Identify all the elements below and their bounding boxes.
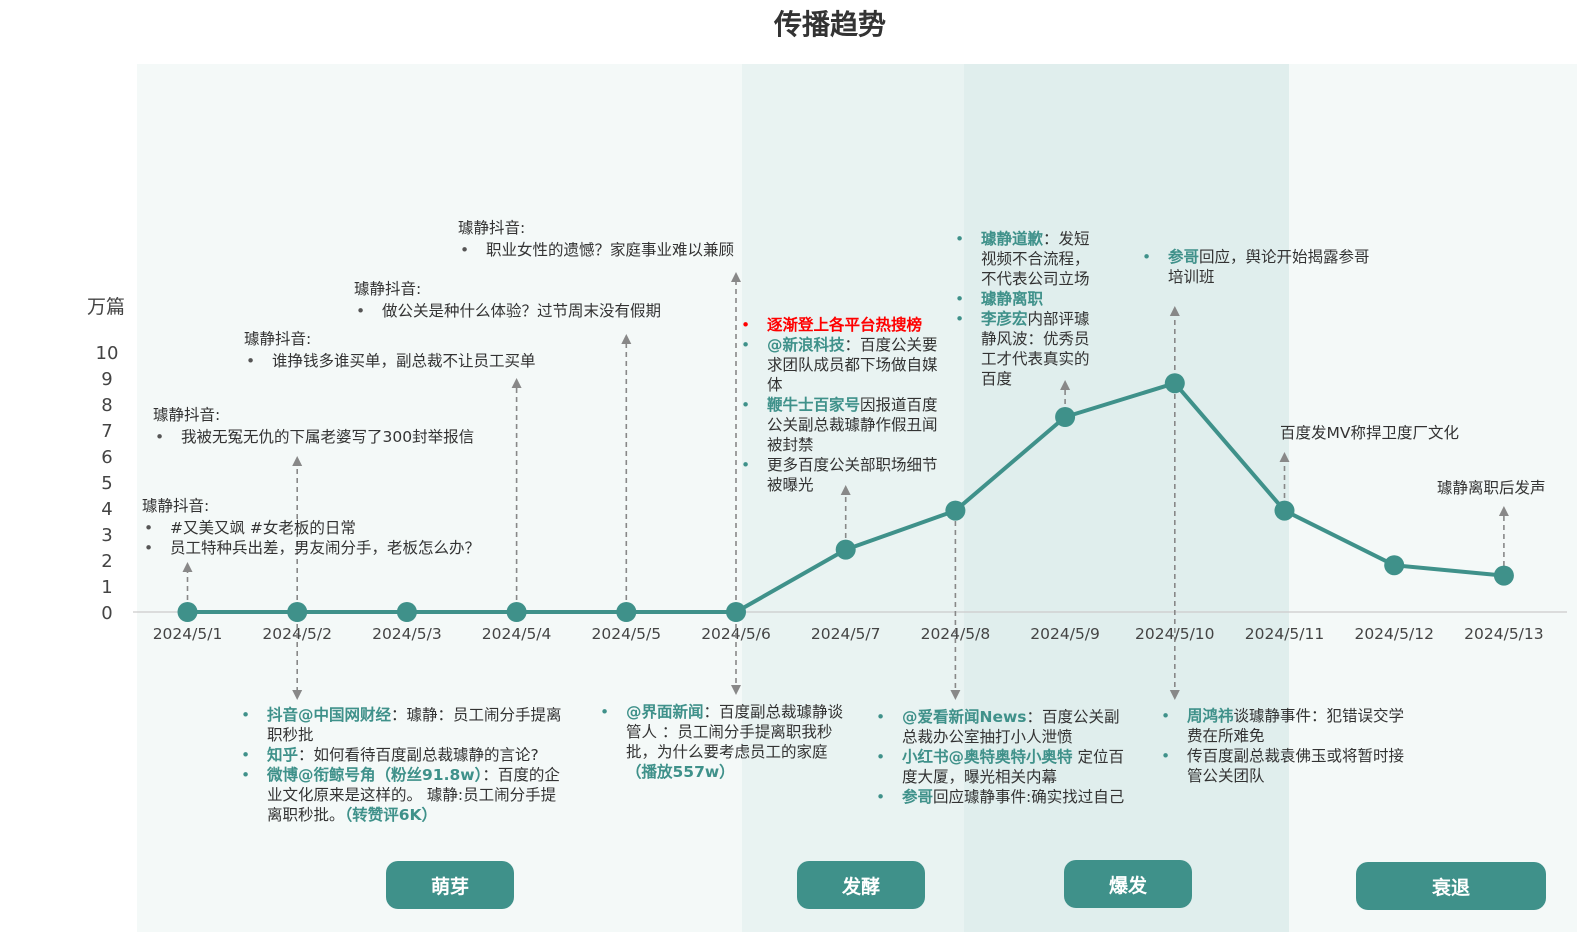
y-tick-label: 8 [101,395,112,416]
annotation-below-5-2: 抖音@中国网财经：璩静：员工闹分手提离职秒批 知乎：如何看待百度副总裁璩静的言论… [239,705,569,825]
annotation-arrow-head [1169,306,1180,316]
data-point [945,500,966,521]
y-tick-label: 10 [96,343,119,364]
y-tick-label: 7 [101,421,112,442]
annotation-item: 更多百度公关部职场细节被曝光 [739,455,939,495]
annotation-item: 我被无冤无仇的下属老婆写了300封举报信 [153,427,533,447]
annotation-item: 鞭牛士百家号因报道百度公关副总裁璩静作假丑闻被封禁 [739,395,939,455]
annotation-item: 知乎：如何看待百度副总裁璩静的言论? [239,745,569,765]
y-tick-label: 6 [101,447,112,468]
annotation-arrow-head [182,562,193,572]
data-point [396,602,417,622]
x-tick-label: 2024/5/10 [1135,625,1214,643]
annotation-5-5: 璩静抖音: 做公关是种什么体验？过节周末没有假期 [354,279,734,321]
stage-band-decline [1289,64,1577,932]
annotation-item: @界面新闻：百度副总裁璩静谈管人 ：员工闹分手提离职我秒批，为什么要考虑员工的家… [598,702,850,782]
x-tick-label: 2024/5/13 [1464,625,1543,643]
annotation-item: 做公关是种什么体验？过节周末没有假期 [354,301,734,321]
y-tick-label: 4 [101,499,112,520]
annotation-arrow-head [621,334,632,344]
annotation-arrow-head [292,456,303,466]
annotation-item: 周鸿祎谈璩静事件：犯错误交学费在所难免 [1159,706,1409,746]
data-point [287,602,308,622]
annotation-arrow-head [731,272,741,282]
chart-title: 传播趋势 [773,8,886,41]
annotation-5-4: 璩静抖音: 谁挣钱多谁买单，副总裁不让员工买单 [244,329,624,371]
annotation-item: #又美又飒 #女老板的日常 [142,518,522,538]
y-tick-label: 5 [101,473,112,494]
annotation-below-5-6: @界面新闻：百度副总裁璩静谈管人 ：员工闹分手提离职我秒批，为什么要考虑员工的家… [598,702,850,782]
data-point [1274,500,1295,521]
annotation-arrow-head [731,685,741,695]
stage-button-ferment[interactable]: 发酵 [797,861,925,909]
stage-button-sprout[interactable]: 萌芽 [386,861,514,909]
x-tick-label: 2024/5/11 [1245,625,1324,643]
annotation-item: 璩静道歉：发短视频不合流程，不代表公司立场 [953,229,1103,289]
annotation-item: 抖音@中国网财经：璩静：员工闹分手提离职秒批 [239,705,569,745]
y-tick-label: 1 [101,577,112,598]
data-points [177,373,1514,622]
annotation-header: 璩静抖音: [142,497,210,515]
x-tick-label: 2024/5/5 [591,625,661,643]
annotation-arrow-head [292,690,303,700]
annotation-below-5-10: 周鸿祎谈璩静事件：犯错误交学费在所难免 传百度副总裁袁佛玉或将暂时接管公关团队 [1159,706,1409,786]
annotation-arrow-head [950,690,961,700]
annotation-5-9: 璩静道歉：发短视频不合流程，不代表公司立场 璩静离职 李彦宏内部评璩静风波：优秀… [953,229,1103,389]
annotation-arrows [182,272,1509,700]
annotation-item: 小红书@奥特奥特小奥特 定位百度大厦，曝光相关内幕 [874,747,1128,787]
annotation-item: 传百度副总裁袁佛玉或将暂时接管公关团队 [1159,746,1409,786]
annotation-5-13: 璩静离职后发声 [1437,479,1546,497]
x-tick-label: 2024/5/4 [482,625,552,643]
annotation-arrow-head [511,378,522,388]
y-axis-unit: 万篇 [87,296,125,318]
annotation-item: 谁挣钱多谁买单，副总裁不让员工买单 [244,351,624,371]
x-tick-label: 2024/5/9 [1030,625,1100,643]
annotation-header: 璩静抖音: [458,219,526,237]
annotation-item: 参哥回应璩静事件:确实找过自己 [874,787,1128,807]
x-tick-label: 2024/5/1 [153,625,223,643]
annotation-header: 璩静抖音: [244,330,312,348]
data-point [726,602,746,622]
data-point [506,602,527,622]
data-point [1055,407,1076,427]
annotation-item: 逐渐登上各平台热搜榜 [739,315,939,335]
annotation-item: 微博@衔鲸号角（粉丝91.8w）：百度的企业文化原来是这样的。 璩静:员工闹分手… [239,765,569,825]
stage-button-burst[interactable]: 爆发 [1064,860,1192,908]
annotation-header: 璩静抖音: [354,280,422,298]
annotation-arrow-head [1279,452,1290,462]
annotation-header: 璩静抖音: [153,406,221,424]
y-tick-label: 2 [101,551,112,572]
annotation-5-6: 璩静抖音: 职业女性的遗憾？家庭事业难以兼顾 [458,218,838,260]
annotation-arrow-head [1498,506,1509,516]
annotation-5-10: 参哥回应，舆论开始揭露参哥培训班 [1140,247,1380,287]
annotation-item: 职业女性的遗憾？家庭事业难以兼顾 [458,240,838,260]
data-point [835,539,856,560]
y-tick-label: 9 [101,369,112,390]
data-point [177,602,198,622]
annotation-5-1: 璩静抖音: #又美又飒 #女老板的日常 员工特种兵出差，男友闹分手，老板怎么办？ [142,496,522,558]
y-tick-label: 3 [101,525,112,546]
annotation-item: @新浪科技：百度公关要求团队成员都下场做自媒体 [739,335,939,395]
x-tick-label: 2024/5/3 [372,625,442,643]
annotation-item: @爱看新闻News：百度公关副总裁办公室抽打小人泄愤 [874,707,1128,747]
x-tick-label: 2024/5/12 [1354,625,1433,643]
data-point [1164,373,1185,394]
annotation-below-5-8: @爱看新闻News：百度公关副总裁办公室抽打小人泄愤 小红书@奥特奥特小奥特 定… [874,707,1128,807]
annotation-5-2: 璩静抖音: 我被无冤无仇的下属老婆写了300封举报信 [153,405,533,447]
data-point [616,602,637,622]
annotation-item: 璩静离职 [953,289,1103,309]
y-tick-label: 0 [101,603,112,624]
annotation-5-11: 百度发MV称捍卫度厂文化 [1280,424,1459,442]
annotation-item: 参哥回应，舆论开始揭露参哥培训班 [1140,247,1380,287]
stage-button-decline[interactable]: 衰退 [1356,862,1546,910]
data-point [1493,565,1514,586]
annotation-item: 李彦宏内部评璩静风波：优秀员工才代表真实的百度 [953,309,1103,389]
data-point [1384,555,1405,576]
x-tick-label: 2024/5/7 [811,625,881,643]
annotation-5-7: 逐渐登上各平台热搜榜 @新浪科技：百度公关要求团队成员都下场做自媒体 鞭牛士百家… [739,315,939,495]
y-axis-ticks: 0 1 2 3 4 5 6 7 8 9 10 [96,343,119,624]
annotation-arrow-head [1169,690,1180,700]
annotation-item: 员工特种兵出差，男友闹分手，老板怎么办？ [142,538,522,558]
